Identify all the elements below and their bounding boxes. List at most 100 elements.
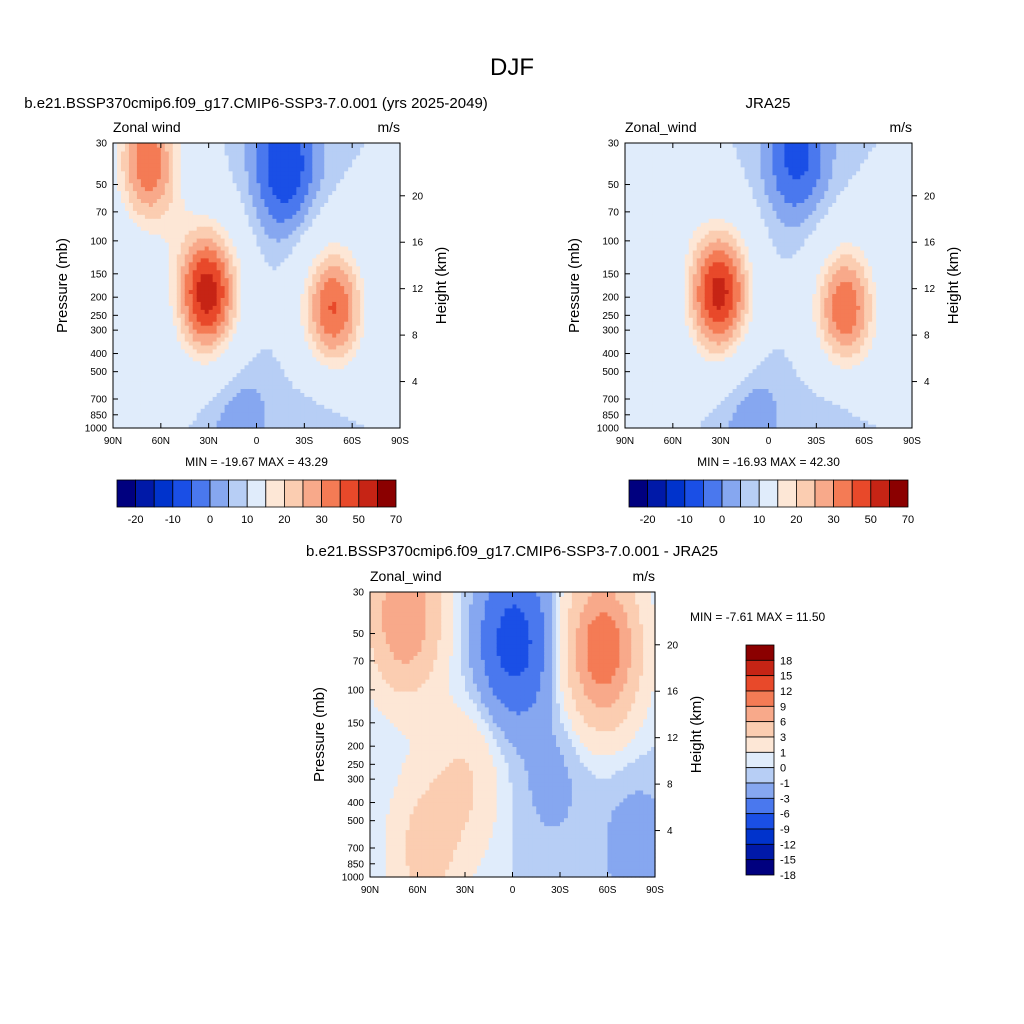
panel1-cell — [216, 380, 222, 386]
panel1-cell — [292, 321, 297, 326]
panel1-cell — [268, 368, 274, 374]
panel1-cell — [332, 321, 337, 326]
panel1-cell — [308, 336, 313, 342]
panel1-cell — [276, 190, 282, 196]
panel1-cell — [212, 305, 218, 310]
panel1-cell — [172, 313, 178, 318]
panel1-cell — [296, 329, 301, 334]
panel1-cell — [272, 222, 278, 227]
panel1-cell — [376, 364, 381, 370]
panel1-cell — [264, 309, 270, 314]
panel1-cell — [140, 143, 146, 148]
panel1-cell — [184, 206, 190, 211]
panel1-cell — [144, 261, 150, 267]
panel1-cell — [132, 360, 138, 366]
panel1-cell — [376, 420, 381, 425]
panel1-cell — [224, 154, 230, 160]
panel1-cell — [272, 368, 278, 374]
panel1-cell — [220, 277, 226, 283]
panel1-cell — [120, 230, 126, 235]
panel1-cell — [324, 368, 329, 374]
panel1-cell — [368, 416, 373, 421]
panel1-cell — [356, 384, 361, 390]
panel1-cell — [332, 234, 337, 239]
panel1-cell — [368, 146, 373, 152]
panel1-cell — [284, 206, 289, 211]
panel1-cell — [376, 146, 381, 152]
panel1-cell — [132, 162, 138, 168]
panel1-cell — [144, 321, 150, 326]
panel1-cell — [168, 388, 174, 393]
panel1-cell — [260, 360, 266, 366]
panel1-cell — [372, 344, 377, 350]
panel1-cell — [148, 305, 154, 310]
panel1-cell — [132, 404, 138, 409]
panel1-cell — [160, 309, 166, 314]
panel1-cell — [204, 396, 210, 401]
panel1-cell — [180, 261, 186, 267]
panel1-cell — [240, 146, 246, 152]
panel1-cell — [268, 261, 274, 267]
panel1-cell — [304, 309, 309, 314]
panel1-cell — [320, 317, 325, 322]
panel1-cell — [368, 396, 373, 401]
panel1-cell — [384, 194, 389, 200]
panel1-cell — [332, 420, 337, 425]
panel1-cell — [116, 202, 122, 207]
panel1-cell — [344, 253, 349, 259]
panel1-cell — [320, 412, 325, 417]
panel1-cell — [340, 186, 345, 192]
panel1-cell — [380, 222, 385, 227]
panel1-cell — [232, 380, 238, 386]
panel1-cell — [300, 309, 305, 314]
panel1-cell — [132, 388, 138, 393]
panel1-cell — [172, 198, 178, 203]
panel1-cell — [340, 257, 345, 263]
panel1-cell — [136, 178, 142, 184]
panel1-cell — [172, 194, 178, 200]
panel1-cell — [160, 424, 166, 429]
panel1-cell — [113, 293, 118, 298]
panel1-cell — [176, 352, 182, 358]
panel1-cell — [372, 234, 377, 239]
panel1-cell — [204, 158, 210, 164]
panel1-cell — [196, 309, 202, 314]
panel1-cell — [204, 340, 210, 346]
panel1-cell — [196, 241, 202, 247]
panel1-cell — [212, 392, 218, 397]
panel1-cell — [252, 301, 258, 306]
panel1-cell — [260, 329, 266, 334]
panel1-cell — [116, 170, 122, 176]
panel1-cell — [276, 404, 282, 409]
panel1-cell — [160, 376, 166, 382]
panel1-cell — [164, 253, 170, 259]
panel1-cell — [148, 317, 154, 322]
panel1-cell — [356, 238, 361, 243]
panel1-cell — [152, 372, 158, 378]
panel1-cell — [200, 150, 206, 156]
panel1-cell — [276, 336, 282, 342]
panel1-cell — [136, 218, 142, 223]
panel1-cell — [248, 301, 254, 306]
panel1-cell — [276, 206, 282, 211]
panel1-cell — [376, 412, 381, 417]
panel1-cell — [128, 182, 134, 188]
panel1-cell — [336, 194, 341, 200]
panel1-cell — [172, 154, 178, 160]
panel1-cell — [296, 210, 301, 215]
panel1-cell — [260, 309, 266, 314]
panel1-cell — [384, 238, 389, 243]
panel1-cell — [352, 245, 357, 251]
panel1-cell — [360, 182, 365, 188]
panel1-cell — [252, 241, 258, 247]
panel1-cell — [264, 305, 270, 310]
panel1-cell — [384, 154, 389, 160]
panel1-cell — [212, 186, 218, 192]
panel1-cell — [120, 404, 126, 409]
panel1-cell — [132, 356, 138, 362]
panel1-cell — [224, 249, 230, 255]
panel1-cell — [220, 400, 226, 405]
panel1-cell — [312, 230, 317, 235]
panel1-cell — [216, 305, 222, 310]
panel1-cell — [352, 297, 357, 302]
